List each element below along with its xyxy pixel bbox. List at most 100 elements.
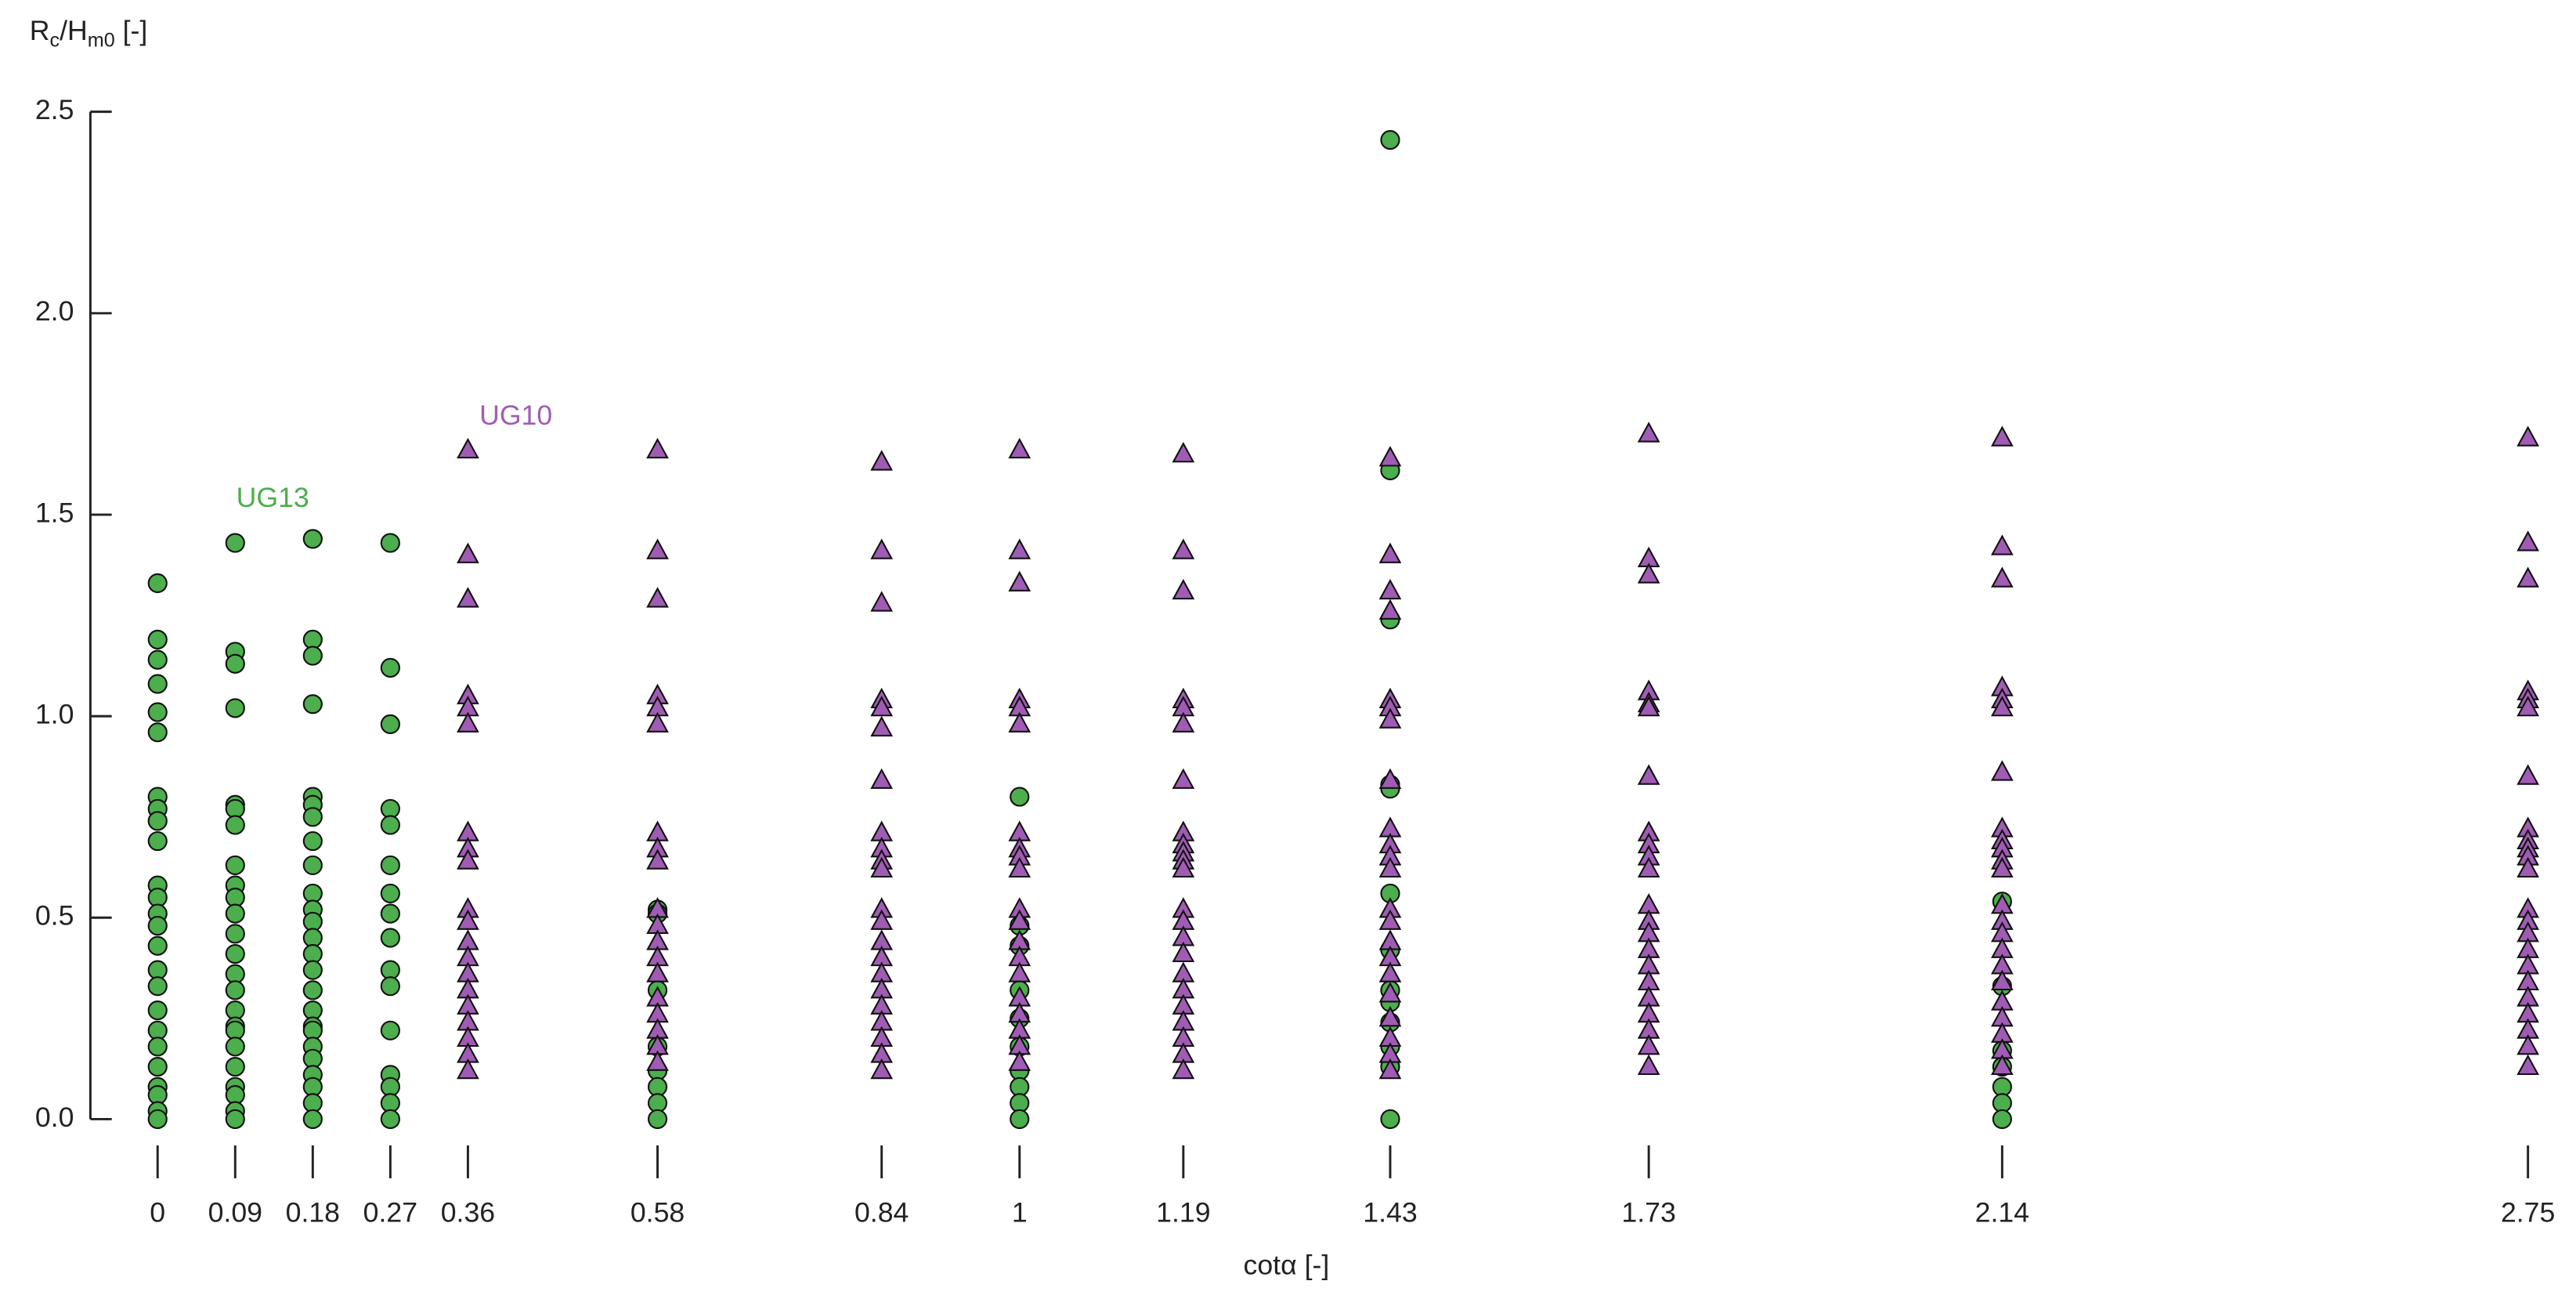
data-point <box>302 646 323 666</box>
x-tick-label: 1.43 <box>1363 1197 1417 1228</box>
data-point <box>1378 1006 1402 1027</box>
data-point <box>1378 599 1402 620</box>
data-point <box>380 903 400 924</box>
data-point <box>380 533 400 553</box>
y-axis-label-part: m0 <box>88 29 115 51</box>
data-point <box>1172 941 1195 963</box>
data-point <box>225 903 245 924</box>
data-point <box>225 1109 245 1130</box>
data-point <box>1172 856 1195 878</box>
data-point <box>302 807 323 827</box>
data-point <box>1008 711 1031 733</box>
y-axis-label-part: c <box>50 29 60 51</box>
data-point <box>1992 1109 2012 1130</box>
data-point <box>1380 1109 1400 1130</box>
data-point <box>457 711 479 733</box>
data-point <box>647 1109 668 1130</box>
data-point <box>870 715 894 737</box>
x-tick-label: 0 <box>150 1197 165 1228</box>
x-tick-label: 2.75 <box>2501 1197 2555 1228</box>
data-point <box>1637 422 1660 443</box>
legend-label: UG13 <box>237 482 309 513</box>
data-point <box>380 815 400 835</box>
data-point <box>1990 856 2014 878</box>
y-tick-label: 1.0 <box>35 699 74 730</box>
data-point <box>225 1056 245 1077</box>
data-point <box>1008 538 1031 559</box>
data-point <box>225 980 245 1000</box>
data-point <box>380 928 400 948</box>
data-point <box>2516 566 2540 588</box>
data-point <box>1990 760 2014 781</box>
data-point <box>870 1058 894 1080</box>
data-point <box>1172 768 1195 789</box>
data-point <box>225 943 245 964</box>
data-point <box>380 976 400 997</box>
data-point <box>147 722 168 743</box>
data-point <box>225 815 245 835</box>
data-point <box>2516 425 2540 447</box>
data-point <box>1008 1050 1031 1071</box>
data-point <box>302 960 323 980</box>
data-point <box>302 830 323 852</box>
data-point <box>2516 1034 2540 1055</box>
data-point <box>225 533 245 553</box>
data-point <box>457 849 479 870</box>
data-point <box>225 698 245 718</box>
data-point <box>1172 1058 1195 1080</box>
data-point <box>380 1020 400 1040</box>
y-axis-label: Rc/Hm0 [-] <box>30 15 148 51</box>
data-point <box>1378 856 1402 878</box>
data-point <box>646 538 669 559</box>
data-point <box>302 529 323 549</box>
x-tick-label: 0.36 <box>441 1197 495 1228</box>
data-point <box>1378 1058 1402 1080</box>
data-point <box>147 1056 168 1077</box>
y-tick-label: 2.0 <box>35 295 74 327</box>
data-point <box>646 587 669 608</box>
data-point <box>646 961 669 982</box>
y-axis-label-part: [-] <box>115 15 148 46</box>
data-point <box>2516 1054 2540 1076</box>
data-point <box>302 980 323 1000</box>
data-point <box>225 855 245 875</box>
data-point <box>1008 961 1031 982</box>
data-point <box>457 1058 479 1080</box>
data-point <box>380 1109 400 1130</box>
data-point <box>1172 578 1195 600</box>
data-point <box>1378 446 1402 467</box>
data-point <box>1990 969 2014 991</box>
x-tick-label: 1 <box>1012 1197 1028 1228</box>
data-point <box>646 849 669 870</box>
data-point <box>1010 1109 1030 1130</box>
data-point <box>457 909 479 930</box>
data-point <box>1378 909 1402 930</box>
data-point <box>870 909 894 930</box>
data-point <box>1637 1054 1660 1076</box>
data-point <box>1008 570 1031 592</box>
x-axis-label: cotα [-] <box>1244 1250 1330 1281</box>
data-point <box>2516 695 2540 717</box>
x-tick-label: 0.27 <box>363 1197 417 1228</box>
data-point <box>1378 961 1402 982</box>
data-point <box>147 1109 168 1130</box>
data-point <box>147 702 168 722</box>
data-point <box>380 855 400 875</box>
data-point <box>1008 437 1031 459</box>
y-tick-label: 2.5 <box>35 94 74 125</box>
data-point <box>870 856 894 878</box>
data-point <box>1378 768 1402 789</box>
data-point <box>302 694 323 715</box>
y-tick-label: 1.5 <box>35 497 74 528</box>
data-point <box>1990 425 2014 447</box>
data-point <box>380 714 400 734</box>
data-point <box>1008 909 1031 930</box>
data-point <box>1990 695 2014 717</box>
data-point <box>1378 578 1402 600</box>
data-point <box>147 629 168 650</box>
data-point <box>1637 764 1660 785</box>
data-point <box>147 674 168 694</box>
data-point <box>147 650 168 670</box>
data-point <box>870 591 894 612</box>
